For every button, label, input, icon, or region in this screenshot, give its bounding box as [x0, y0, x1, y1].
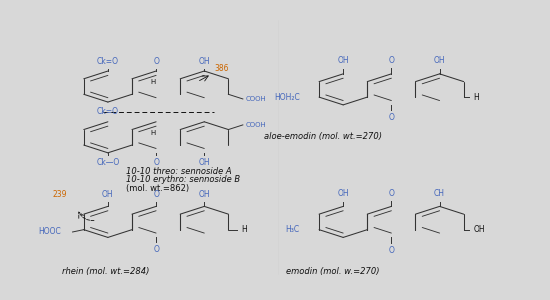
Text: OH: OH: [199, 57, 210, 66]
Text: O: O: [153, 57, 159, 66]
Text: aloe-emodin (mol. wt.=270): aloe-emodin (mol. wt.=270): [264, 132, 382, 141]
Text: O: O: [388, 246, 394, 255]
Text: OH: OH: [337, 56, 349, 65]
Text: O: O: [388, 189, 394, 198]
Text: O: O: [153, 190, 159, 199]
Text: OH: OH: [337, 189, 349, 198]
Text: O: O: [153, 245, 159, 254]
Text: OH: OH: [102, 190, 114, 199]
Text: (mol. wt.=862): (mol. wt.=862): [126, 184, 189, 193]
Text: 10-10 threo: sennoside A: 10-10 threo: sennoside A: [126, 167, 232, 176]
Text: Ck=O: Ck=O: [97, 57, 119, 66]
Text: 239: 239: [52, 190, 67, 199]
Text: H: H: [474, 93, 479, 102]
Text: 10-10 erythro: sennoside B: 10-10 erythro: sennoside B: [126, 176, 240, 184]
Text: H₃C: H₃C: [285, 225, 300, 234]
Text: COOH: COOH: [246, 122, 266, 128]
Text: OH: OH: [199, 158, 210, 167]
Text: H: H: [151, 79, 156, 85]
Text: O: O: [388, 56, 394, 65]
Text: OH: OH: [434, 56, 446, 65]
Text: HOOC: HOOC: [39, 227, 62, 236]
Text: O: O: [388, 113, 394, 122]
Text: Ck—O: Ck—O: [96, 158, 119, 167]
Text: COOH: COOH: [246, 96, 266, 102]
Text: CH: CH: [434, 189, 445, 198]
Text: HOH₂C: HOH₂C: [274, 93, 300, 102]
Text: Ck=O: Ck=O: [97, 107, 119, 116]
Text: emodin (mol. w.=270): emodin (mol. w.=270): [287, 267, 380, 276]
Text: H: H: [151, 130, 156, 136]
Text: H: H: [241, 225, 247, 234]
Text: O: O: [153, 158, 159, 167]
Text: 386: 386: [214, 64, 228, 73]
Text: OH: OH: [199, 190, 210, 199]
Text: rhein (mol. wt.=284): rhein (mol. wt.=284): [62, 267, 149, 276]
Text: OH: OH: [474, 225, 485, 234]
